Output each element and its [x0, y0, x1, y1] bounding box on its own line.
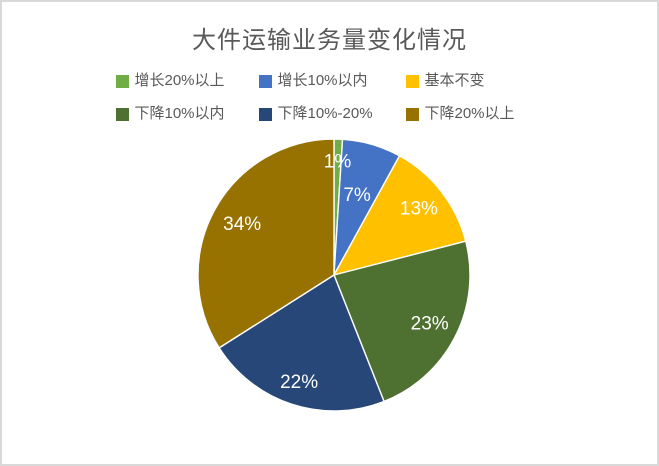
legend-item-growth-under-10: 增长10%以内: [258, 71, 406, 91]
pie-slice-label-3: 23%: [411, 313, 449, 334]
pie-slice-label-4: 22%: [280, 372, 318, 393]
legend-label: 下降10%以内: [134, 105, 225, 122]
legend-swatch-icon: [115, 74, 129, 88]
legend-swatch-icon: [115, 107, 129, 121]
legend-swatch-icon: [405, 74, 419, 88]
chart-title: 大件运输业务量变化情况: [192, 27, 467, 54]
pie-slice-label-0: 1%: [324, 152, 352, 173]
legend-item-decline-10-20: 下降10%-20%: [258, 104, 406, 124]
legend-item-growth-over-20: 增长20%以上: [115, 71, 259, 91]
legend-label: 增长10%以内: [277, 72, 368, 89]
legend-label: 基本不变: [424, 72, 485, 89]
legend-item-decline-over-20: 下降20%以上: [405, 104, 544, 124]
chart-legend: 增长20%以上 增长10%以内 基本不变 下降10%以内 下降10%-20% 下…: [115, 71, 544, 124]
pie-slice-5: [197, 138, 335, 349]
legend-item-unchanged: 基本不变: [405, 71, 544, 91]
pie-slice-label-5: 34%: [223, 214, 261, 235]
legend-label: 下降10%-20%: [277, 105, 373, 122]
legend-label: 增长20%以上: [134, 72, 225, 89]
legend-label: 下降20%以上: [424, 105, 515, 122]
legend-swatch-icon: [405, 107, 419, 121]
pie-chart-svg: 1% 7% 13% 23% 22% 34%: [197, 138, 471, 412]
pie-slice-4: [218, 274, 385, 412]
pie-slice-2: [333, 155, 467, 276]
legend-swatch-icon: [258, 74, 272, 88]
legend-item-decline-under-10: 下降10%以内: [115, 104, 259, 124]
pie-slice-label-1: 7%: [343, 185, 371, 206]
pie-slice-label-2: 13%: [400, 199, 438, 220]
pie-slice-3: [333, 240, 471, 403]
legend-swatch-icon: [258, 107, 272, 121]
pie-chart: 1% 7% 13% 23% 22% 34%: [184, 125, 484, 425]
